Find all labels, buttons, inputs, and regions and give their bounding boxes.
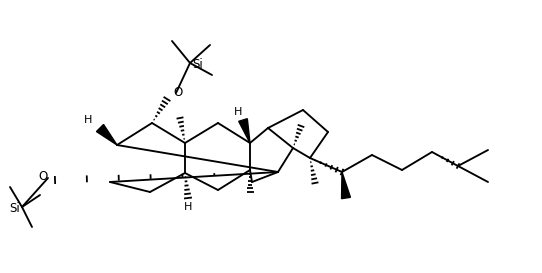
Polygon shape [341,172,351,199]
Text: H: H [184,202,192,212]
Polygon shape [96,124,117,145]
Text: O: O [173,87,182,99]
Text: H: H [84,115,92,125]
Text: H: H [234,107,242,117]
Text: Si: Si [9,203,20,215]
Text: O: O [38,170,48,182]
Polygon shape [238,119,250,143]
Text: Si: Si [192,58,203,72]
